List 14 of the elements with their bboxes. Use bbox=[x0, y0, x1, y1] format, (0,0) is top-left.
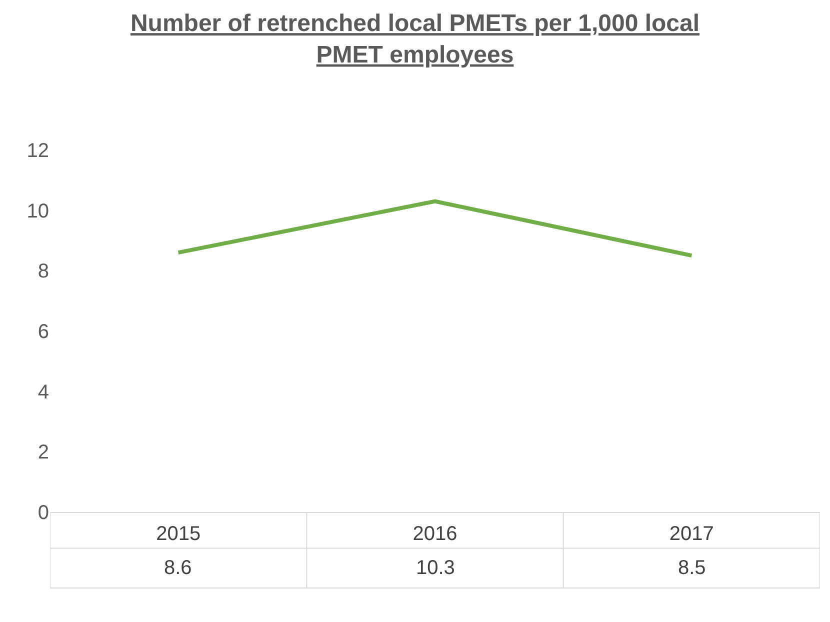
y-tick-label: 0 bbox=[38, 502, 49, 524]
data-label: 10.3 bbox=[416, 557, 455, 579]
y-tick-label: 6 bbox=[38, 321, 49, 343]
y-tick-label: 4 bbox=[38, 381, 49, 404]
x-tick-label: 2016 bbox=[412, 523, 458, 545]
data-label: 8.6 bbox=[164, 557, 192, 579]
y-tick-label: 8 bbox=[38, 260, 49, 283]
x-tick-label: 2017 bbox=[669, 523, 714, 545]
y-tick-label: 2 bbox=[38, 442, 49, 464]
y-tick-label: 10 bbox=[26, 200, 49, 222]
y-tick-label: 12 bbox=[26, 140, 49, 162]
x-tick-label: 2015 bbox=[156, 523, 201, 545]
data-label: 8.5 bbox=[678, 557, 706, 579]
chart-title: Number of retrenched local PMETs per 1,000 local PMET employees bbox=[130, 10, 700, 68]
